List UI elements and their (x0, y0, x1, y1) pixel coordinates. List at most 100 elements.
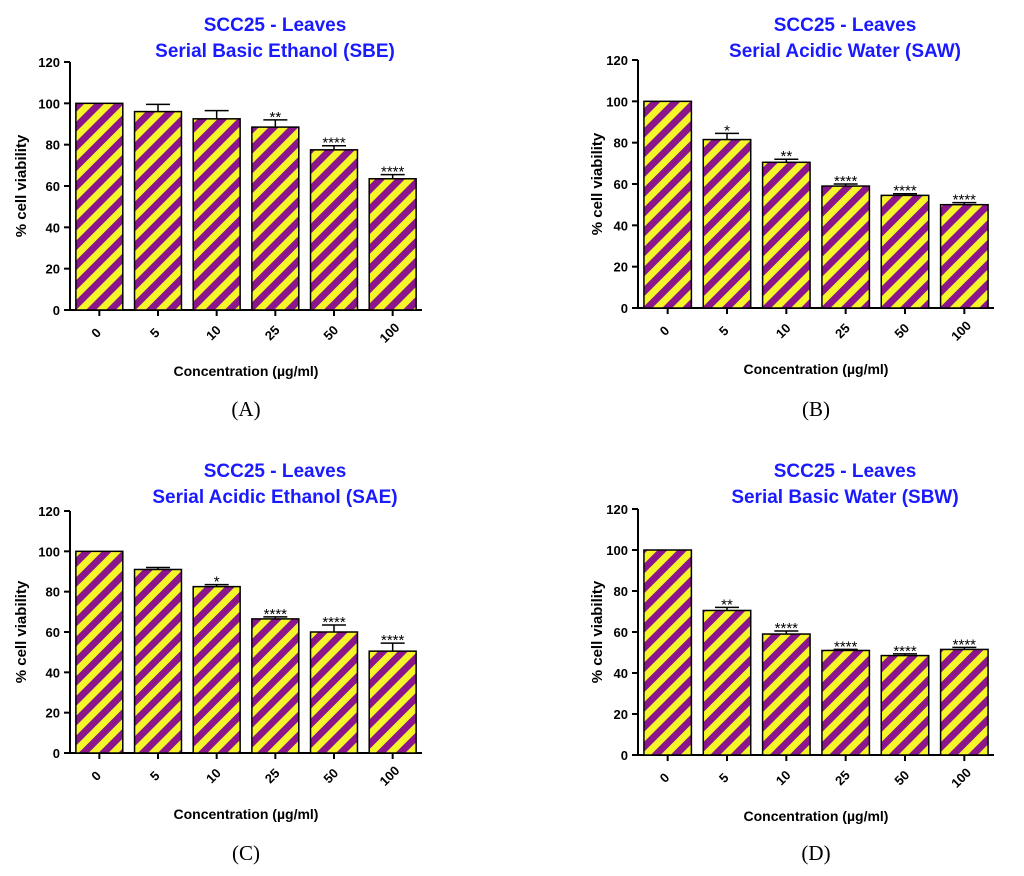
x-tick-label: 0 (657, 323, 673, 339)
significance-marker: **** (953, 636, 977, 653)
y-tick-label: 120 (38, 55, 60, 70)
bar-10 (761, 161, 811, 309)
chart-panel-b: SCC25 - Leaves Serial Acidic Water (SAW) 0… (589, 15, 994, 421)
y-tick-label: 0 (621, 301, 628, 316)
x-tick-label: 50 (320, 765, 341, 786)
y-tick-label: 0 (621, 748, 628, 763)
x-tick-label: 50 (320, 322, 341, 343)
x-tick-label: 10 (773, 320, 794, 341)
x-axis-label: Concentration (µg/ml) (744, 808, 889, 824)
y-tick-label: 0 (53, 746, 60, 761)
significance-marker: **** (381, 632, 405, 649)
y-tick-label: 40 (46, 665, 60, 680)
bar-0 (643, 549, 693, 756)
bar-10 (761, 633, 811, 756)
significance-marker: **** (775, 620, 799, 637)
x-tick-label: 50 (891, 767, 912, 788)
significance-marker: * (214, 574, 220, 591)
significance-marker: ** (721, 596, 733, 613)
chart-title-line-2: Serial Basic Water (SBW) (731, 487, 958, 508)
y-axis-label: % cell viability (589, 580, 606, 683)
x-tick-label: 10 (203, 322, 224, 343)
significance-marker: **** (893, 643, 917, 660)
bar-10 (192, 585, 241, 754)
y-tick-label: 60 (614, 625, 628, 640)
chart-title-line-2: Serial Acidic Water (SAW) (729, 41, 961, 62)
y-tick-label: 0 (53, 303, 60, 318)
x-tick-label: 5 (147, 325, 163, 341)
bar-100 (939, 648, 989, 756)
x-tick-label: 50 (891, 320, 912, 341)
x-tick-label: 5 (716, 770, 732, 786)
y-tick-label: 120 (606, 502, 628, 517)
x-axis-label: Concentration (µg/ml) (744, 361, 889, 377)
significance-marker: ** (269, 109, 281, 126)
bar-25 (251, 618, 300, 754)
x-tick-label: 25 (262, 765, 283, 786)
y-axis-label: % cell viability (13, 580, 30, 683)
x-tick-label: 5 (147, 768, 163, 784)
x-tick-label: 0 (88, 768, 104, 784)
y-tick-label: 60 (46, 179, 60, 194)
x-tick-label: 25 (832, 767, 853, 788)
x-axis-label: Concentration (µg/ml) (174, 363, 319, 379)
y-tick-label: 40 (614, 218, 628, 233)
x-tick-label: 10 (203, 765, 224, 786)
bar-25 (821, 649, 871, 756)
y-tick-label: 100 (606, 543, 628, 558)
y-tick-label: 100 (38, 96, 60, 111)
y-tick-label: 20 (46, 706, 60, 721)
chart-title-line-1: SCC25 - Leaves (204, 15, 347, 36)
x-axis-label: Concentration (µg/ml) (174, 806, 319, 822)
y-tick-label: 20 (614, 707, 628, 722)
chart-title-line-1: SCC25 - Leaves (774, 461, 917, 482)
y-tick-label: 40 (46, 220, 60, 235)
x-tick-label: 100 (948, 318, 974, 344)
x-tick-label: 25 (262, 322, 283, 343)
significance-marker: ** (780, 148, 792, 165)
x-tick-label: 0 (657, 770, 673, 786)
y-tick-label: 80 (614, 584, 628, 599)
bar-50 (880, 194, 930, 309)
y-tick-label: 20 (46, 262, 60, 277)
panel-label: (C) (232, 841, 260, 865)
x-tick-label: 25 (832, 320, 853, 341)
bar-50 (309, 149, 359, 311)
significance-marker: **** (322, 614, 346, 631)
significance-marker: **** (264, 606, 288, 623)
significance-marker: **** (834, 173, 858, 190)
bar-0 (75, 550, 124, 754)
bar-0 (75, 102, 124, 311)
bar-5 (133, 110, 183, 311)
chart-title-line-1: SCC25 - Leaves (204, 461, 347, 482)
significance-marker: * (724, 122, 730, 139)
y-tick-label: 80 (614, 136, 628, 151)
chart-title-line-1: SCC25 - Leaves (774, 15, 917, 36)
x-tick-label: 100 (948, 765, 974, 791)
y-tick-label: 120 (606, 53, 628, 68)
y-tick-label: 60 (46, 625, 60, 640)
y-tick-label: 100 (38, 544, 60, 559)
bar-100 (939, 203, 989, 309)
chart-panel-a: SCC25 - Leaves Serial Basic Ethanol (SBE)… (13, 15, 422, 421)
y-tick-label: 120 (38, 504, 60, 519)
significance-marker: **** (953, 192, 977, 209)
y-tick-label: 60 (614, 177, 628, 192)
y-axis-label: % cell viability (589, 132, 606, 235)
bar-25 (251, 126, 300, 311)
bar-5 (702, 138, 752, 309)
bar-50 (880, 654, 930, 756)
panel-label: (B) (802, 397, 830, 421)
significance-marker: **** (893, 183, 917, 200)
chart-panel-d: SCC25 - Leaves Serial Basic Water (SBW) 0 2… (589, 461, 994, 865)
bar-100 (368, 650, 417, 754)
significance-marker: **** (381, 164, 405, 181)
y-axis-label: % cell viability (13, 134, 30, 237)
y-tick-label: 40 (614, 666, 628, 681)
y-tick-label: 20 (614, 260, 628, 275)
bar-25 (821, 185, 871, 309)
bar-100 (368, 178, 417, 311)
bar-10 (192, 118, 241, 311)
chart-panel-c: SCC25 - Leaves Serial Acidic Ethanol (SAE… (13, 461, 422, 865)
